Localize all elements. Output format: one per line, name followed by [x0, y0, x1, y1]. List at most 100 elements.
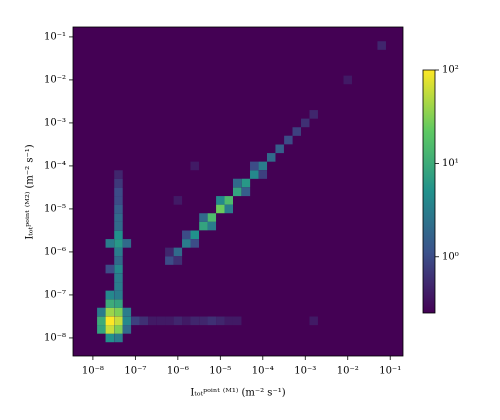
hist-cell [114, 204, 123, 214]
hist-cell [156, 316, 166, 326]
hist-cell [97, 307, 106, 317]
hist-cell [190, 161, 199, 171]
hist-cell [241, 178, 251, 188]
hist-cell [182, 316, 191, 326]
hist-cell [190, 239, 199, 248]
hist-cell [199, 221, 208, 231]
colorbar-tick-label: 10¹ [442, 158, 459, 169]
x-tick-label: 10⁻⁴ [252, 366, 274, 377]
hist-cell [216, 316, 225, 326]
hist-cell [114, 196, 123, 205]
hist-cell [105, 264, 115, 274]
hist-cell [165, 316, 174, 326]
hist-cell [97, 325, 106, 334]
hist-cell [114, 282, 123, 291]
y-tick-label: 10⁻² [44, 74, 66, 85]
hist-cell [114, 333, 123, 343]
hist-cell [241, 187, 251, 197]
hist-cell [224, 204, 234, 214]
hist-cell [114, 170, 123, 179]
hist-cell [309, 110, 318, 119]
hist-cell [114, 187, 123, 197]
hist-cell [232, 316, 242, 326]
hist-cell [114, 299, 123, 308]
hist-cell [114, 316, 123, 326]
hist-cell [182, 230, 191, 240]
hist-cell [182, 239, 191, 248]
hist-cell [114, 290, 123, 300]
x-tick-label: 10⁻³ [294, 366, 316, 377]
hist-cell [122, 307, 132, 317]
hist-cell [207, 213, 217, 222]
hist-cell [216, 204, 225, 214]
y-tick-label: 10⁻⁸ [44, 332, 66, 343]
y-tick-label: 10⁻⁴ [44, 160, 66, 171]
hist-cell [165, 256, 174, 265]
hist-cell [165, 247, 174, 257]
hist-cell [173, 247, 183, 257]
hist-cell [232, 178, 242, 188]
hist-cell [105, 333, 115, 343]
y-tick-label: 10⁻⁵ [44, 203, 66, 214]
hist-cell [97, 316, 106, 326]
hist-cell [105, 290, 115, 300]
hist-cell [114, 256, 123, 265]
y-tick-label: 10⁻⁷ [44, 289, 66, 300]
x-tick-label: 10⁻¹ [379, 366, 401, 377]
hist-cell [173, 256, 183, 265]
hist-cell [114, 273, 123, 283]
x-tick-label: 10⁻² [337, 366, 359, 377]
hist-cell [224, 196, 234, 205]
plot-frame [72, 26, 404, 357]
y-tick-label: 10⁻⁶ [44, 246, 66, 257]
hist-cell [309, 316, 318, 326]
hist-cell [122, 325, 132, 334]
hist-cell [105, 325, 115, 334]
hist-cell [343, 75, 352, 85]
y-axis-label: Iₜₒₜᵖᵒⁱⁿᵗ ⁽ᴹ²⁾ (m⁻² s⁻¹) [25, 144, 36, 239]
hist-cell [114, 213, 123, 222]
hist-cell [114, 230, 123, 240]
hist-cell [258, 170, 268, 179]
hist-cell [105, 316, 115, 326]
hist-cell [207, 221, 217, 231]
hist-cell [216, 196, 225, 205]
hist-cell [292, 127, 301, 136]
x-tick-label: 10⁻⁶ [167, 366, 189, 377]
hist-cell [266, 153, 276, 162]
hist-cell [250, 170, 259, 179]
hist-cell [190, 230, 199, 240]
y-tick-label: 10⁻³ [44, 117, 66, 128]
hist-cell [173, 316, 183, 326]
x-tick-label: 10⁻⁷ [124, 366, 146, 377]
hist-cell [105, 239, 115, 248]
hist-cell [114, 247, 123, 257]
hist-cell [199, 316, 208, 326]
hist-cell [122, 239, 132, 248]
hist-cell [114, 239, 123, 248]
hist-cell [207, 316, 217, 326]
hist-cell [114, 264, 123, 274]
cells [97, 41, 386, 343]
hist-cell [199, 213, 208, 222]
hist-cell [148, 316, 157, 326]
hist-cell [114, 307, 123, 317]
hist-cell [114, 325, 123, 334]
hist-cell [224, 316, 234, 326]
hist-cell [105, 307, 115, 317]
x-tick-label: 10⁻⁵ [209, 366, 231, 377]
y-tick-label: 10⁻¹ [44, 31, 66, 42]
hist-cell [258, 161, 268, 171]
hist-cell [190, 316, 199, 326]
hist-cell [377, 41, 386, 50]
hist-cell [131, 316, 140, 326]
colorbar-tick-label: 10⁰ [442, 251, 459, 262]
hist-cell [250, 161, 259, 171]
hist-cell [275, 144, 284, 154]
hist-cell [114, 178, 123, 188]
colorbar [422, 69, 436, 314]
hist-cell [122, 316, 132, 326]
hist-cell [232, 187, 242, 197]
